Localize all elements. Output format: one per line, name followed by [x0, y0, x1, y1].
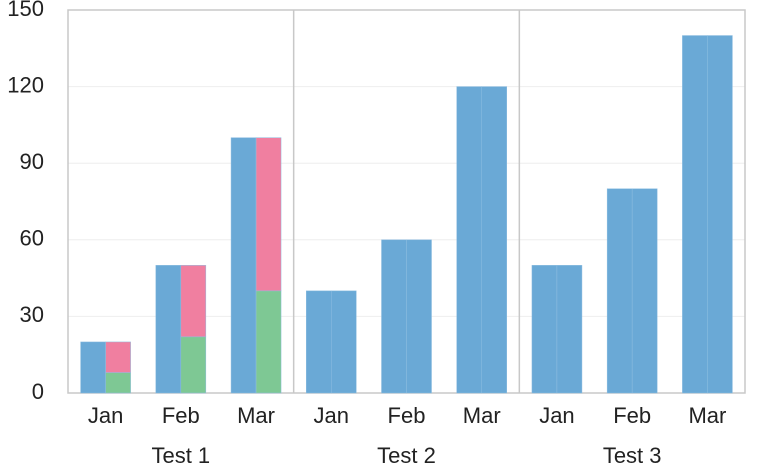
x-tick-label: Feb	[388, 403, 426, 428]
bar	[631, 188, 658, 394]
bar	[682, 35, 708, 394]
x-tick-label: Jan	[88, 403, 123, 428]
bar	[80, 341, 106, 394]
y-tick-label: 120	[7, 72, 44, 97]
bar	[105, 372, 131, 394]
bar	[707, 35, 733, 394]
x-tick-label: Jan	[314, 403, 349, 428]
group-label: Test 3	[603, 443, 662, 467]
bar	[155, 265, 182, 394]
bar	[306, 290, 332, 394]
bar	[255, 137, 282, 292]
bar	[331, 290, 357, 394]
bar	[406, 239, 432, 394]
group-label: Test 2	[377, 443, 436, 467]
x-tick-label: Mar	[463, 403, 501, 428]
bar	[531, 265, 558, 394]
bar	[230, 137, 257, 394]
x-tick-label: Feb	[162, 403, 200, 428]
x-tick-label: Mar	[237, 403, 275, 428]
bar	[105, 341, 131, 373]
group-label: Test 1	[151, 443, 210, 467]
bar	[180, 336, 207, 394]
bar	[556, 265, 583, 394]
y-tick-label: 90	[20, 149, 44, 174]
x-tick-label: Mar	[688, 403, 726, 428]
bar	[180, 265, 207, 338]
y-tick-label: 60	[20, 226, 44, 251]
bar	[481, 86, 507, 394]
bar	[456, 86, 482, 394]
x-tick-label: Jan	[539, 403, 574, 428]
y-tick-label: 30	[20, 302, 44, 327]
bar	[606, 188, 633, 394]
x-tick-label: Feb	[613, 403, 651, 428]
y-tick-label: 0	[32, 379, 44, 404]
bar	[255, 290, 282, 394]
y-tick-label: 150	[7, 0, 44, 21]
bar	[381, 239, 407, 394]
